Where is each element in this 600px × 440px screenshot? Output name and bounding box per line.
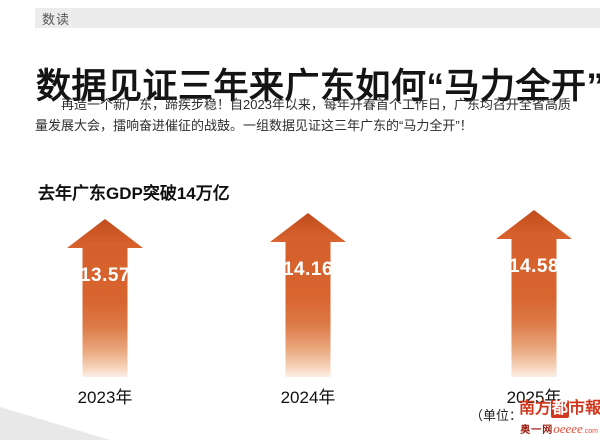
kicker-bar: 数读 (35, 8, 600, 28)
site-name-suffix: .com (582, 428, 598, 435)
intro-line-2: 量发展大会，擂响奋进催征的战鼓。一组数据见证这三年广东的“马力全开”！ (35, 117, 473, 133)
logo-char-5: 報 (585, 399, 600, 417)
unit-note: （单位： (470, 408, 523, 423)
arrow-value-2024: 14.16 (282, 259, 334, 280)
intro-line-1: 再造一个新广东，蹄疾步稳！自2023年以来，每年开春首个工作日，广东均召开全省高… (61, 97, 571, 112)
site-name-en: oeeee (553, 421, 583, 436)
site-name-cn: 奥一网 (520, 425, 554, 436)
arrow-bar-2025: 14.58 (494, 210, 574, 377)
up-arrow-icon (270, 213, 346, 377)
up-arrow-icon (496, 210, 572, 377)
year-label-2025: 2025年 (506, 388, 562, 407)
arrow-value-2025: 14.58 (508, 256, 560, 277)
arrow-bar-2024: 14.16 (268, 213, 348, 377)
logo-char-2: 方 (535, 399, 552, 417)
year-label-2024: 2024年 (280, 388, 336, 407)
arrow-value-2023: 13.57 (79, 265, 131, 286)
up-arrow-icon (67, 219, 143, 377)
headline: 数据见证三年来广东如何“马力全开” (36, 67, 600, 107)
chart-title: 去年广东GDP突破14万亿 (38, 184, 230, 203)
brand-site-line: 奥一网oeeee.com (510, 420, 598, 438)
year-label-2023: 2023年 (77, 388, 133, 407)
corner-decoration (0, 407, 110, 440)
logo-char-3-highlight: 都 (551, 399, 570, 418)
kicker-label: 数读 (42, 11, 71, 27)
brand-logo-nandu: 南 方 都 市 報 (519, 398, 600, 419)
logo-char-1: 南 (519, 399, 536, 417)
intro-paragraph: 再造一个新广东，蹄疾步稳！自2023年以来，每年开春首个工作日，广东均召开全省高… (35, 95, 575, 136)
arrow-bar-2023: 13.57 (65, 219, 145, 377)
logo-char-4: 市 (569, 399, 586, 417)
